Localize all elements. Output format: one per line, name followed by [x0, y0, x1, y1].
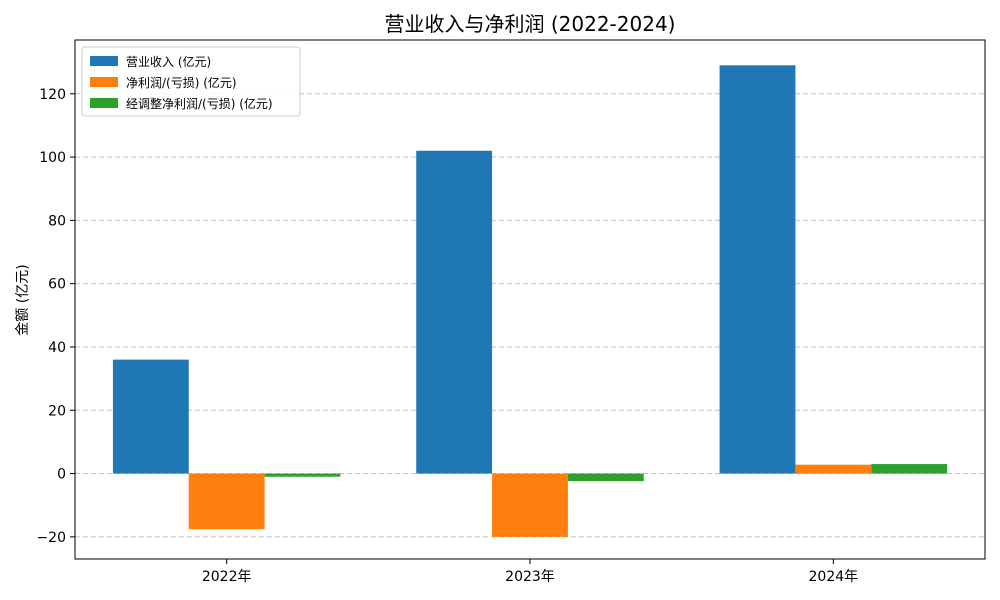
bar-1-2 [567, 473, 644, 482]
y-tick-label-5: 80 [48, 213, 66, 229]
legend-label-2: 经调整净利润/(亏损) (亿元) [126, 96, 273, 111]
bar-0-2 [264, 473, 341, 477]
y-tick-label-4: 60 [48, 277, 66, 293]
y-tick-label-7: 120 [39, 87, 66, 103]
legend-swatch-2 [90, 98, 118, 108]
x-tick-label-0: 2022年 [202, 569, 252, 585]
y-tick-label-3: 40 [48, 340, 66, 356]
bars [112, 65, 948, 537]
bar-0-1 [188, 473, 265, 530]
bar-0-0 [112, 359, 189, 474]
y-tick-label-2: 20 [48, 403, 66, 419]
legend-swatch-1 [90, 77, 118, 87]
y-axis-label: 金额 (亿元) [15, 264, 31, 335]
bar-2-2 [871, 464, 948, 474]
axes [70, 39, 986, 564]
legend-label-0: 营业收入 (亿元) [126, 54, 211, 69]
legend-box [81, 46, 301, 117]
legend: 营业收入 (亿元) 净利润/(亏损) (亿元) 经调整净利润/(亏损) (亿元) [81, 46, 301, 117]
legend-swatch-0 [90, 56, 118, 66]
y-tick-label-0: −20 [36, 530, 66, 546]
bar-2-1 [795, 464, 872, 474]
tick-labels: −20 0 20 40 60 80 100 120 2022年 2023年 2024年 [36, 87, 858, 585]
bar-1-0 [416, 150, 493, 474]
plot-frame [74, 39, 986, 560]
chart-title: 营业收入与净利润 (2022-2024) [385, 12, 676, 36]
y-tick-label-6: 100 [39, 150, 66, 166]
x-tick-label-1: 2023年 [505, 569, 555, 585]
bar-2-0 [719, 65, 796, 474]
legend-label-1: 净利润/(亏损) (亿元) [126, 75, 237, 90]
y-tick-label-1: 0 [57, 467, 66, 483]
x-tick-label-2: 2024年 [809, 569, 859, 585]
bar-1-1 [492, 473, 568, 537]
